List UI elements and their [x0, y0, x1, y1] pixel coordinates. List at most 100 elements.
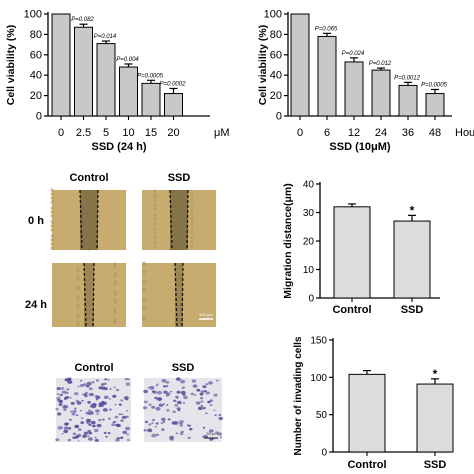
migration-distance-chart: 0 10 20 30 40 Control * SSD Migration distance(μ… [282, 180, 440, 316]
wound-edge-left [79, 189, 83, 251]
invading-cell [143, 400, 148, 404]
y-tick-label: 20 [303, 237, 315, 248]
invading-cell [213, 393, 218, 397]
wound-row-label-24h: 24 h [25, 299, 47, 311]
texture-dot [153, 213, 157, 217]
invading-cell [183, 395, 188, 400]
invading-cell [74, 392, 79, 396]
y-tick-label: 80 [30, 29, 42, 41]
x-tick-label: 6 [324, 127, 330, 139]
bar [96, 43, 116, 117]
wound-edge-left [169, 189, 173, 251]
invading-cell [70, 401, 75, 405]
invading-cell [63, 408, 67, 411]
invading-cell [126, 438, 130, 442]
invading-cell [179, 423, 184, 427]
invading-cell [100, 386, 106, 390]
wound-col-label-control: Control [69, 172, 108, 184]
invading-cell [218, 414, 222, 417]
texture-dot [50, 228, 54, 232]
invading-cell [208, 381, 213, 385]
invading-cell [74, 424, 80, 429]
invading-cell [96, 413, 99, 416]
invading-cell [109, 388, 112, 390]
invading-cell [120, 419, 124, 422]
invading-cell [209, 399, 214, 402]
invading-cell [85, 384, 90, 388]
invading-cell [165, 381, 170, 384]
texture-dot [76, 305, 80, 309]
invading-cell [84, 391, 89, 395]
y-tick-label: 40 [270, 70, 282, 82]
wound-col-label-ssd: SSD [168, 172, 191, 184]
x-tick-label: 2.5 [76, 127, 91, 139]
texture-dot [153, 217, 157, 221]
invading-cell [151, 390, 156, 393]
invading-cell [95, 398, 99, 401]
invading-cell [121, 413, 124, 416]
invading-cell [91, 424, 96, 428]
invading-cell [114, 415, 119, 419]
invading-cell [148, 403, 152, 406]
invading-cell [167, 418, 171, 421]
invading-cell [156, 433, 159, 436]
invading-cell [59, 393, 63, 397]
invading-cell [200, 400, 204, 403]
invading-cell [156, 397, 163, 401]
bar-annotation: P=0.0002 [160, 81, 187, 87]
invading-cell [89, 405, 93, 408]
invading-cell [172, 410, 176, 414]
x-tick-label: Control [332, 304, 371, 316]
wound-healing-panel: Control SSD 0 h 24 h 500 μm [25, 172, 216, 328]
texture-dot [76, 323, 80, 327]
invading-cell [86, 420, 91, 425]
texture-dot [50, 238, 54, 242]
texture-dot [113, 320, 117, 324]
invading-cell [215, 379, 219, 382]
invading-cell [88, 423, 92, 426]
invading-cell [202, 406, 206, 410]
bar-annotation: P=0.004 [116, 57, 139, 63]
texture-dot [50, 206, 54, 210]
invading-cells-chart: 0 50 100 150 Control * SSD Number of invading c… [293, 336, 454, 471]
invading-cell [219, 436, 223, 438]
texture-dot [142, 281, 146, 285]
y-tick-label: 80 [270, 29, 282, 41]
invading-cell [116, 436, 121, 440]
wound-edge-right [186, 189, 189, 251]
invading-cell [191, 379, 197, 383]
invading-cell [161, 378, 167, 383]
wound-edge-left [174, 262, 178, 328]
invading-cell [124, 378, 128, 381]
bar-annotation: P=0.0005 [421, 82, 448, 88]
invading-cell [148, 423, 152, 426]
invading-cell [176, 390, 181, 394]
invading-cell [102, 418, 105, 421]
invading-cell [127, 378, 130, 381]
bar [164, 93, 183, 117]
invading-cell [56, 398, 61, 402]
texture-dot [190, 244, 194, 248]
invading-cell [208, 429, 214, 433]
invading-cell [155, 422, 159, 425]
x-axis-title: SSD (24 h) [91, 141, 146, 153]
invading-cell [69, 418, 72, 421]
invading-cell [124, 426, 131, 431]
texture-dot [76, 277, 80, 281]
invading-cell [107, 417, 111, 420]
invading-cell [166, 404, 169, 406]
invading-cell [79, 409, 83, 412]
invading-cell [78, 428, 82, 431]
texture-dot [153, 189, 157, 193]
invading-cell [144, 420, 149, 424]
texture-dot [142, 289, 146, 293]
y-tick-label: 0 [308, 294, 314, 305]
x-tick-label: 0 [297, 127, 303, 139]
invading-cell [158, 403, 164, 407]
texture-dot [50, 188, 54, 192]
texture-dot [153, 227, 157, 231]
y-tick-label: 0 [321, 448, 327, 459]
invading-cell [197, 406, 203, 411]
bar [348, 373, 386, 453]
